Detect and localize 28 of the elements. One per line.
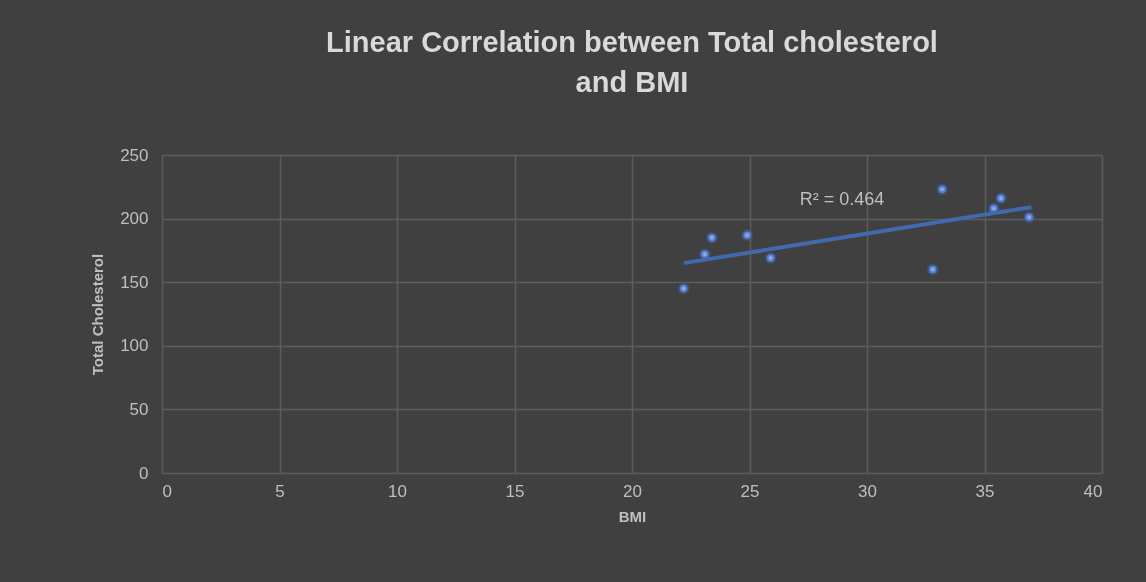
point — [699, 248, 711, 260]
x-tick-label: 0 — [162, 481, 172, 501]
chart-title: Linear Correlation between Total cholesterol and BMI — [326, 26, 938, 98]
x-tick-label: 25 — [740, 481, 760, 501]
y-tick-label: 100 — [120, 336, 149, 356]
point — [1023, 211, 1035, 224]
point — [764, 252, 777, 264]
point — [995, 192, 1007, 204]
x-axis-title: BMI — [618, 507, 647, 525]
x-tick-label: 15 — [505, 481, 525, 501]
point — [677, 282, 690, 295]
point — [927, 263, 939, 276]
y-axis-title: Total Cholesterol — [89, 253, 107, 376]
y-tick-label: 250 — [120, 145, 149, 165]
x-tick-label: 35 — [975, 481, 995, 501]
x-tick-label: 30 — [858, 481, 877, 501]
x-tick-label: 5 — [275, 481, 285, 501]
x-tick-label: 40 — [1083, 481, 1103, 501]
x-tick-label: 20 — [623, 481, 642, 501]
y-tick-label: 0 — [139, 463, 149, 483]
point — [936, 183, 948, 196]
point — [706, 231, 718, 244]
y-tick-label: 200 — [120, 209, 149, 229]
y-tick-label: 150 — [120, 272, 149, 292]
point — [741, 229, 753, 241]
y-tick-label: 50 — [129, 399, 149, 419]
annotation: R² = 0.464 — [799, 189, 885, 209]
x-tick-label: 10 — [388, 481, 407, 501]
